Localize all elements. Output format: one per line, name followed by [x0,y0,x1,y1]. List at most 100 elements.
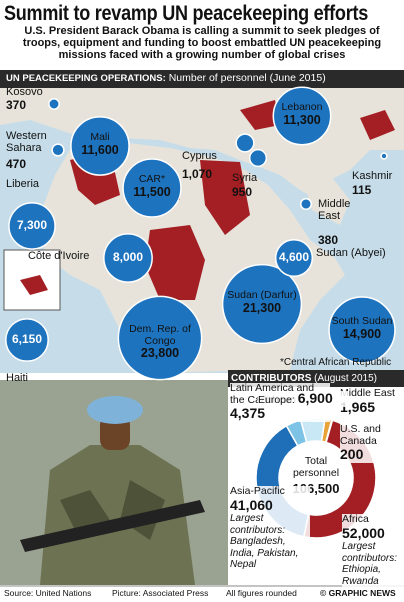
total-name: Total personnel [292,455,340,479]
middle-east-area [240,100,280,130]
mission-name: Kosovo [6,86,43,98]
map-header-bar [0,70,404,88]
map-footnote: *Central African Republic [280,357,392,368]
bubble-label: South Sudan 14,900 [329,315,395,341]
mission-value: 23,800 [140,346,180,361]
mission-value: 470 [6,157,27,171]
mission-value: 14,900 [342,326,382,341]
segment-note: Largest contributors: Bangladesh, India,… [230,513,299,571]
segment-name: Asia-Pacific [230,485,285,497]
segment-label: U.S. and Canada 200 [340,423,402,463]
footer-picture: Picture: Associated Press [112,588,209,598]
sudan-area [200,160,250,235]
mission-name: Mali [90,131,110,143]
mission-value: 4,600 [278,250,309,264]
segment-label: Middle East 1,965 [340,387,402,416]
land-arabia [300,170,350,225]
mission-value: 11,500 [133,184,171,199]
map-header: UN Peacekeeping Operations: Number of pe… [6,72,326,85]
drc-area [145,225,205,300]
mission-value: 380 [318,233,339,247]
blue-helmet [87,396,143,424]
mission-name: Middle East [318,198,351,223]
contributors-subheading: (August 2015) [314,373,377,384]
mission-name: Sudan (Abyei) [316,247,386,259]
segment-name: Europe: [258,394,295,406]
mission-bubble [8,202,56,250]
mission-bubble [5,318,49,362]
segment-name: Africa [342,513,369,525]
mission-name: Dem. Rep. of Congo [129,323,191,347]
map-heading: UN Peacekeeping Operations: [6,73,166,84]
footer-source: Source: United Nations [4,588,92,598]
mission-bubble [328,296,396,364]
mission-bubble [51,143,65,157]
mission-bubble [117,295,203,381]
soldier-body [40,445,195,585]
bubble-label: CAR* 11,500 [123,173,181,199]
mission-bubble [272,86,332,146]
mission-name: Cyprus [182,150,217,162]
bubble-label: Mali 11,600 [71,131,129,157]
mission-bubble [221,263,303,345]
mission-value: 370 [6,98,27,112]
footer-credit: © GRAPHIC NEWS [320,588,396,598]
mission-value: 6,150 [11,332,42,346]
mission-value: 8,000 [112,250,143,264]
rifle [20,500,205,552]
segment-value: 200 [340,446,364,463]
mission-value: 950 [232,185,253,199]
segment-note: Largest contributors: Ethiopia, Rwanda [342,541,398,587]
mission-name: CAR* [138,173,166,185]
mission-bubble [380,152,388,160]
mission-name: Western Sahara [6,130,47,155]
mission-value: 1,070 [182,167,213,181]
contributors-header: Contributors (August 2015) [231,373,377,384]
mission-name: South Sudan [331,315,393,327]
mission-bubble [103,233,153,283]
mission-name: Côte d'Ivoire [28,250,90,262]
contributors-heading: Contributors [231,373,312,384]
segment-value: 1,965 [340,398,376,415]
segment-name: Middle East [340,387,395,399]
segment-value: 52,000 [342,524,385,541]
bubble-label: Dem. Rep. of Congo 23,800 [118,323,201,361]
mission-name: Haiti [6,372,29,384]
kashmir-area [360,110,395,140]
contributors-header-bar [228,370,404,387]
mission-value: 115 [352,183,372,197]
mission-name: Lebanon [281,101,323,113]
title: Summit to revamp UN peacekeeping efforts [4,2,369,25]
segment-label: Asia-Pacific 41,060 Largest contributors: … [230,485,310,571]
soldier-face [100,415,130,450]
mission-bubble [274,238,314,278]
map-subheading: Number of personnel (June 2015) [168,72,326,84]
mission-name: Liberia [6,178,40,190]
photo [0,380,228,585]
bubble-label: Sudan (Darfur) 21,300 [223,289,302,315]
bubble-label: Lebanon 11,300 [273,101,330,127]
segment-name: U.S. and Canada [340,423,381,447]
mission-bubble [48,98,60,110]
mission-bubble [299,197,313,211]
mission-bubble [122,158,182,218]
mission-value: 7,300 [16,218,47,232]
mission-bubble [248,148,268,168]
segment-value: 4,375 [230,405,266,422]
mission-name: Kashmir [352,170,393,182]
footer-note: All figures rounded [226,588,297,598]
mission-value: 11,300 [283,112,321,127]
haiti-area [20,275,48,295]
mission-name: Syria [232,172,258,184]
segment-value: 41,060 [230,496,273,513]
mission-name: Sudan (Darfur) [227,289,297,301]
segment-label: Africa 52,000 Largest contributors: Ethiop… [342,513,404,588]
mission-value: 11,600 [81,142,119,157]
mission-value: 21,300 [242,300,282,315]
subtitle: U.S. President Barack Obama is calling a… [22,25,382,61]
mission-bubble [70,116,130,176]
segment-label: Europe: 6,900 [258,390,348,407]
mission-bubble [235,133,255,153]
